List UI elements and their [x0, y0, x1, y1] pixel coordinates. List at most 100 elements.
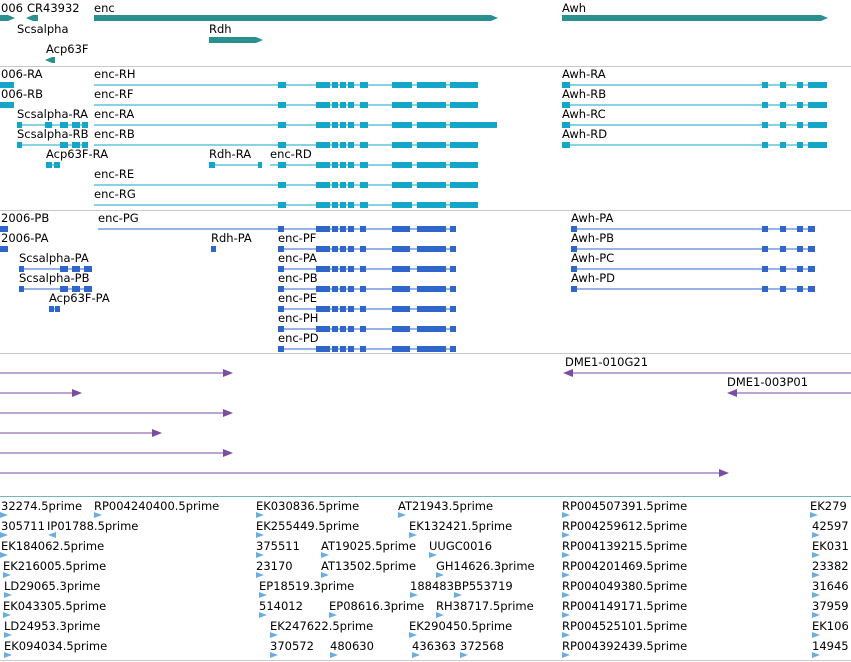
protein-label[interactable]: enc-PB: [278, 271, 318, 285]
transcript-label[interactable]: enc-RA: [94, 107, 135, 121]
transcript-glyph-exon: [54, 162, 60, 168]
est-label[interactable]: RP004240400.5prime: [94, 499, 220, 513]
est-label[interactable]: RH38717.5prime: [436, 599, 534, 613]
est-label[interactable]: EK132421.5prime: [409, 519, 513, 533]
est-label[interactable]: 370572: [270, 639, 314, 653]
protein-label[interactable]: enc-PE: [278, 291, 318, 305]
protein-label[interactable]: Scsalpha-PB: [19, 271, 90, 285]
est-label[interactable]: RP004139215.5prime: [562, 539, 688, 553]
protein-label[interactable]: 2006-PA: [1, 231, 49, 245]
est-label[interactable]: EP18519.3prime: [259, 579, 355, 593]
transcript-label[interactable]: enc-RB: [94, 127, 135, 141]
transcript-label[interactable]: 006-RB: [1, 87, 43, 101]
est-label[interactable]: EK043305.5prime: [3, 599, 107, 613]
transcript-label[interactable]: Awh-RA: [562, 67, 606, 81]
transcript-label[interactable]: Rdh-RA: [209, 147, 252, 161]
est-label[interactable]: 32274.5prime: [1, 499, 83, 513]
est-label[interactable]: AT19025.5prime: [321, 539, 417, 553]
est-label[interactable]: 480630: [330, 639, 374, 653]
est-label[interactable]: RP004392439.5prime: [562, 639, 688, 653]
est-label[interactable]: RP004049380.5prime: [562, 579, 688, 593]
transcript-label[interactable]: enc-RD: [270, 147, 312, 161]
protein-label[interactable]: enc-PF: [278, 231, 317, 245]
protein-label[interactable]: Awh-PC: [571, 251, 615, 265]
est-label[interactable]: 514012: [259, 599, 303, 613]
transcript-label[interactable]: Awh-RC: [562, 107, 606, 121]
est-label[interactable]: RP004149171.5prime: [562, 599, 688, 613]
protein-glyph-exon: [278, 226, 284, 232]
est-label[interactable]: RP004525101.5prime: [562, 619, 688, 633]
protein-label[interactable]: enc-PH: [278, 311, 319, 325]
est-label[interactable]: 37959: [812, 599, 849, 613]
est-label[interactable]: EK031: [812, 539, 849, 553]
protein-label[interactable]: enc-PG: [98, 211, 139, 225]
est-label[interactable]: 23382: [812, 559, 849, 573]
est-label[interactable]: RP004507391.5prime: [562, 499, 688, 513]
transcript-label[interactable]: Scsalpha-RB: [17, 127, 89, 141]
est-label[interactable]: RP004259612.5prime: [562, 519, 688, 533]
protein-label[interactable]: 2006-PB: [1, 211, 50, 225]
est-label[interactable]: EK094034.5prime: [4, 639, 108, 653]
est-label[interactable]: LD29065.3prime: [4, 579, 101, 593]
est-label[interactable]: BP553719: [454, 579, 513, 593]
est-label[interactable]: 14945: [812, 639, 849, 653]
est-label[interactable]: AT13502.5prime: [321, 559, 417, 573]
protein-label[interactable]: Acp63F-PA: [49, 291, 110, 305]
protein-glyph: [0, 226, 8, 232]
transcript-label[interactable]: Scsalpha-RA: [17, 107, 89, 121]
transcript-glyph-exon: [278, 202, 286, 208]
est-label[interactable]: LD24953.3prime: [4, 619, 101, 633]
transcript-label[interactable]: Acp63F-RA: [46, 147, 109, 161]
transcript-glyph-exon: [780, 102, 786, 108]
protein-label[interactable]: enc-PA: [278, 251, 317, 265]
est-label[interactable]: EK184062.5prime: [1, 539, 105, 553]
protein-glyph-exon: [72, 266, 80, 272]
est-label[interactable]: 31646: [812, 579, 849, 593]
est-label[interactable]: IP01788.5prime: [47, 519, 139, 533]
est-label[interactable]: 188483: [410, 579, 454, 593]
est-label[interactable]: EK247622.5prime: [270, 619, 374, 633]
gene-label[interactable]: Rdh: [209, 22, 232, 36]
est-label[interactable]: AT21943.5prime: [398, 499, 494, 513]
protein-label[interactable]: Awh-PD: [571, 271, 616, 285]
transcript-label[interactable]: enc-RF: [94, 87, 134, 101]
transcript-label[interactable]: 006-RA: [1, 67, 43, 81]
est-label[interactable]: 42597: [812, 519, 849, 533]
est-label[interactable]: EK255449.5prime: [256, 519, 360, 533]
transcript-glyph-exon: [348, 182, 354, 188]
transcript-label[interactable]: enc-RG: [94, 187, 136, 201]
est-label[interactable]: 23170: [256, 559, 293, 573]
est-glyph: [270, 632, 278, 638]
est-label[interactable]: GH14626.3prime: [436, 559, 535, 573]
transcript-label[interactable]: enc-RE: [94, 167, 135, 181]
gene-label[interactable]: Awh: [562, 1, 587, 15]
est-label[interactable]: EK290450.5prime: [409, 619, 513, 633]
gene-label[interactable]: CR43932: [27, 1, 80, 15]
gene-label[interactable]: enc: [94, 1, 115, 15]
transcript-label[interactable]: enc-RH: [94, 67, 136, 81]
protein-label[interactable]: Awh-PA: [571, 211, 614, 225]
est-label[interactable]: RP004201469.5prime: [562, 559, 688, 573]
transcript-label[interactable]: Awh-RD: [562, 127, 608, 141]
est-label[interactable]: 372568: [460, 639, 504, 653]
clone-label[interactable]: DME1-010G21: [565, 355, 649, 369]
gene-label[interactable]: Acp63F: [46, 42, 89, 56]
est-label[interactable]: UUGC0016: [429, 539, 493, 553]
est-label[interactable]: EP08616.3prime: [329, 599, 425, 613]
protein-label[interactable]: enc-PD: [278, 331, 319, 345]
protein-label[interactable]: Scsalpha-PA: [19, 251, 89, 265]
est-label[interactable]: 375511: [256, 539, 300, 553]
est-label[interactable]: EK030836.5prime: [256, 499, 360, 513]
est-label[interactable]: 436363: [412, 639, 456, 653]
gene-label[interactable]: 006: [1, 1, 23, 15]
protein-label[interactable]: Rdh-PA: [211, 231, 252, 245]
transcript-label[interactable]: Awh-RB: [562, 87, 607, 101]
gene-label[interactable]: Scsalpha: [17, 22, 69, 36]
transcript-glyph-exon: [762, 122, 768, 128]
clone-label[interactable]: DME1-003P01: [727, 375, 809, 389]
est-label[interactable]: EK279: [810, 499, 847, 513]
est-label[interactable]: EK216005.5prime: [3, 559, 107, 573]
protein-label[interactable]: Awh-PB: [571, 231, 615, 245]
est-label[interactable]: 305711: [1, 519, 45, 533]
est-label[interactable]: EK106: [812, 619, 849, 633]
